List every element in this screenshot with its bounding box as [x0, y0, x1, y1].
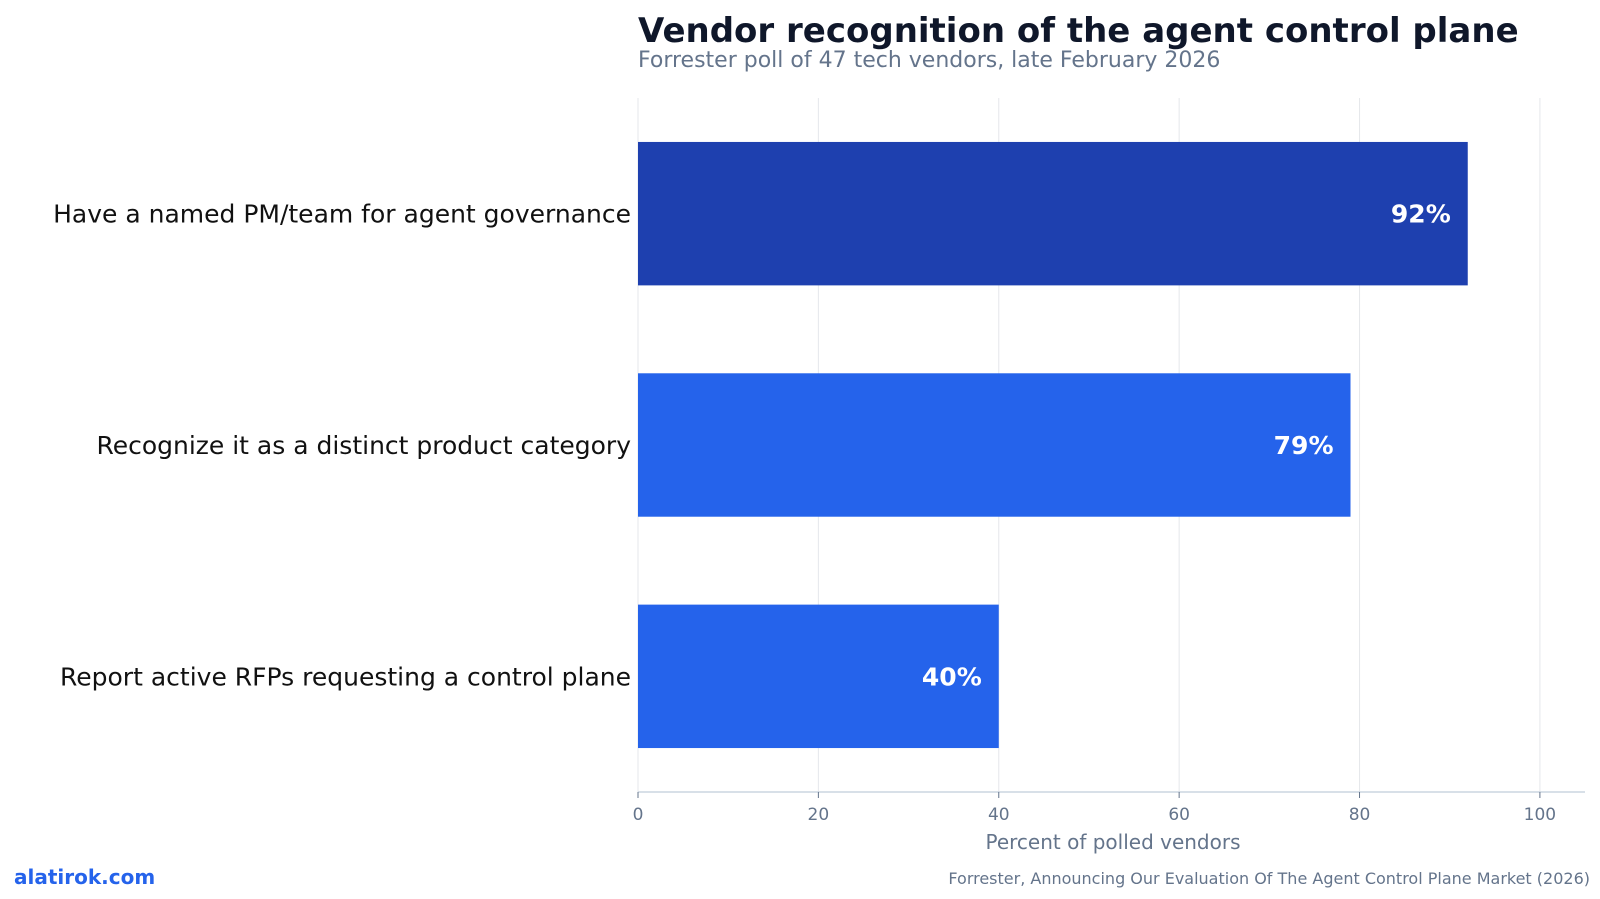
- category-labels: Have a named PM/team for agent governanc…: [53, 200, 631, 692]
- data-label-0: 92%: [1391, 200, 1451, 229]
- data-label-2: 40%: [922, 662, 982, 691]
- x-tick-label-5: 100: [1524, 805, 1556, 825]
- category-label-2: Report active RFPs requesting a control …: [60, 662, 631, 691]
- x-axis: 0 20 40 60 80 100: [633, 791, 1585, 825]
- bar-1: [638, 373, 1351, 517]
- bar-2: [638, 604, 999, 749]
- data-labels: 92% 79% 40%: [922, 200, 1451, 692]
- x-tick-label-0: 0: [633, 805, 644, 825]
- x-tick-label-2: 40: [988, 805, 1010, 825]
- bar-0: [638, 141, 1468, 286]
- brand-link[interactable]: alatirok.com: [14, 865, 155, 889]
- x-axis-title: Percent of polled vendors: [985, 830, 1240, 854]
- bars: [638, 141, 1468, 749]
- category-label-1: Recognize it as a distinct product categ…: [96, 431, 631, 460]
- chart-subtitle: Forrester poll of 47 tech vendors, late …: [638, 48, 1220, 73]
- category-label-0: Have a named PM/team for agent governanc…: [53, 200, 631, 229]
- data-label-1: 79%: [1274, 431, 1334, 460]
- source-note: Forrester, Announcing Our Evaluation Of …: [948, 869, 1590, 888]
- x-tick-label-1: 20: [808, 805, 830, 825]
- chart-title: Vendor recognition of the agent control …: [638, 11, 1519, 51]
- x-tick-label-4: 80: [1349, 805, 1371, 825]
- x-tick-label-3: 60: [1168, 805, 1190, 825]
